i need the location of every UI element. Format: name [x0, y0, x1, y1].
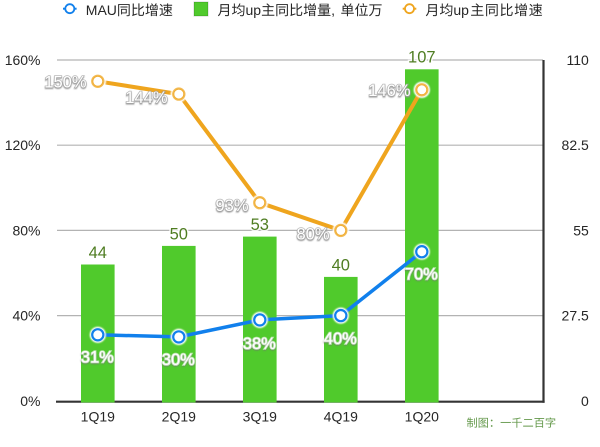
svg-text:2Q19: 2Q19	[162, 408, 196, 424]
svg-text:160%: 160%	[5, 52, 41, 68]
svg-text:50: 50	[170, 225, 188, 243]
svg-text:80%: 80%	[296, 225, 329, 243]
svg-text:40%: 40%	[12, 308, 40, 324]
svg-text:4Q19: 4Q19	[324, 408, 358, 424]
svg-text:93%: 93%	[215, 197, 248, 215]
svg-text:110: 110	[566, 52, 589, 68]
svg-text:144%: 144%	[125, 89, 168, 107]
svg-text:3Q19: 3Q19	[243, 408, 277, 424]
svg-text:150%: 150%	[44, 74, 87, 92]
svg-text:80%: 80%	[12, 222, 40, 238]
svg-text:40: 40	[332, 256, 350, 274]
svg-text:up: up	[453, 2, 469, 18]
svg-text:27.5: 27.5	[562, 308, 589, 324]
svg-text:40%: 40%	[324, 330, 357, 348]
svg-text:44: 44	[89, 244, 107, 262]
svg-text:120%: 120%	[5, 137, 41, 153]
svg-text:38%: 38%	[243, 335, 276, 353]
svg-text:0: 0	[581, 393, 589, 409]
svg-text:146%: 146%	[368, 82, 411, 100]
svg-text:30%: 30%	[162, 351, 195, 369]
svg-text:MAU: MAU	[86, 2, 117, 18]
svg-text:1Q20: 1Q20	[405, 408, 439, 424]
svg-text:82.5: 82.5	[562, 137, 589, 153]
svg-text:up: up	[246, 2, 262, 18]
svg-text:,: ,	[331, 2, 335, 18]
svg-text:1Q19: 1Q19	[81, 408, 115, 424]
svg-text:55: 55	[573, 222, 589, 238]
svg-text:107: 107	[408, 49, 436, 67]
svg-text:31%: 31%	[81, 349, 114, 367]
svg-text:0%: 0%	[20, 393, 40, 409]
svg-text:53: 53	[251, 216, 269, 234]
svg-text:70%: 70%	[405, 266, 438, 284]
